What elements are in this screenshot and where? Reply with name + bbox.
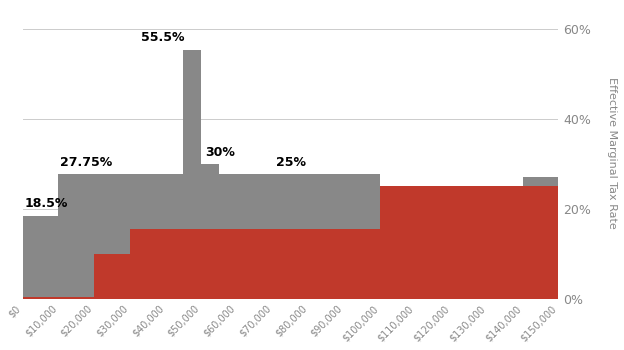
Bar bbox=[22, 297, 94, 299]
Bar bbox=[202, 164, 219, 299]
Bar bbox=[22, 216, 59, 299]
Y-axis label: Effective Marginal Tax Rate: Effective Marginal Tax Rate bbox=[607, 77, 617, 229]
Bar bbox=[380, 186, 523, 299]
Bar bbox=[94, 174, 130, 299]
Text: 18.5%: 18.5% bbox=[24, 197, 68, 210]
Bar bbox=[94, 254, 130, 299]
Bar bbox=[523, 177, 558, 299]
Bar bbox=[183, 50, 202, 299]
Bar bbox=[130, 174, 183, 299]
Bar bbox=[59, 174, 94, 299]
Bar bbox=[130, 229, 380, 299]
Bar bbox=[380, 186, 523, 299]
Text: 25%: 25% bbox=[276, 156, 306, 169]
Bar bbox=[219, 174, 380, 299]
Bar bbox=[523, 186, 558, 299]
Text: 30%: 30% bbox=[205, 146, 235, 159]
Text: 55.5%: 55.5% bbox=[140, 31, 184, 44]
Text: 27.75%: 27.75% bbox=[60, 156, 112, 169]
